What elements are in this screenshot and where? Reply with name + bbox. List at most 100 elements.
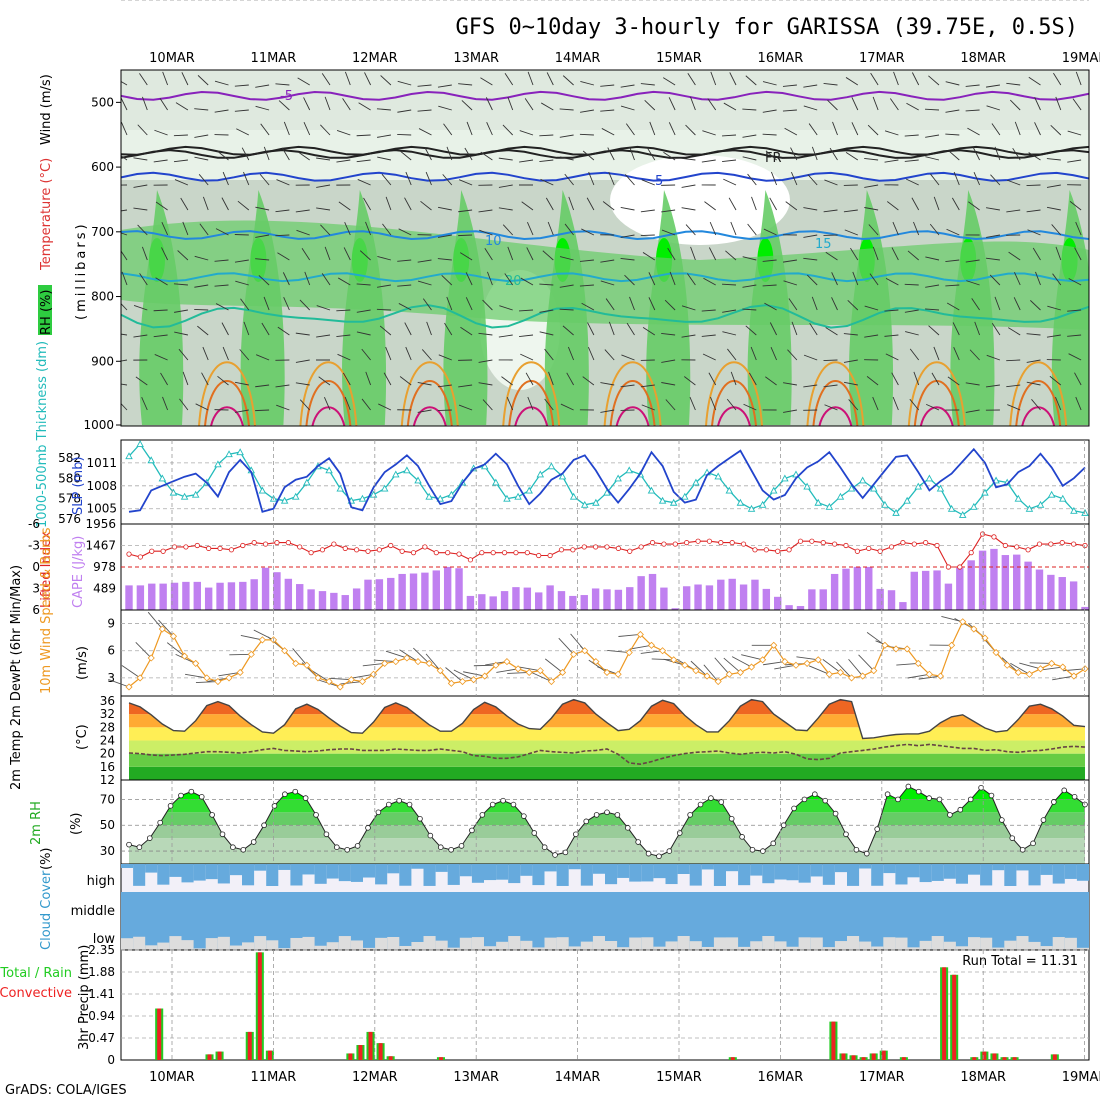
precip-convective-bar (247, 1031, 252, 1060)
precip-convective-bar (157, 1008, 162, 1060)
cloud-low-gap (1004, 940, 1017, 950)
cloud-low-gap (798, 937, 811, 950)
cloud-high-bar (266, 864, 279, 886)
cloud-high-bar (774, 864, 787, 880)
cloud-low-gap (955, 946, 968, 950)
wind-barb (904, 309, 919, 313)
li-point (501, 550, 508, 556)
cape-bar (944, 583, 953, 610)
date-label-top: 13MAR (453, 51, 499, 66)
cloud-high-bar (738, 864, 751, 886)
wind-barb (647, 147, 656, 161)
wind-barb (681, 184, 696, 188)
wind-barb (194, 308, 209, 311)
cloud-level-label: low (93, 932, 116, 947)
li-point (354, 547, 360, 553)
cloud-ylabel: Cloud Cover (39, 870, 54, 950)
thickness-point (614, 474, 622, 482)
date-label-bottom: 12MAR (352, 1070, 398, 1085)
rh-point (385, 801, 392, 808)
thickness-point (936, 484, 945, 492)
wind-barb (649, 121, 656, 136)
li-point (137, 554, 143, 560)
wind-barb (121, 402, 128, 411)
cape-bar (1001, 555, 1010, 610)
wind-barb (994, 146, 1001, 161)
wind-barb (539, 134, 554, 137)
wind-barb (397, 80, 412, 86)
wind-barb (765, 376, 777, 386)
panel-cape: 489 978 1467 1956 -6 -3 0 3 6 Lifted Index CAPE … (28, 517, 1090, 617)
cape-bar (170, 582, 179, 610)
cloud-low-gap (592, 936, 605, 950)
thickness-point (425, 492, 433, 500)
wind-barb (1006, 209, 1021, 213)
y-tick-label: 500 (91, 95, 114, 109)
wind-barb (417, 409, 432, 413)
li-point (365, 548, 371, 554)
wind-barb (1008, 327, 1021, 336)
wind-barb (342, 98, 351, 111)
cape-bar (318, 591, 327, 610)
li-point (820, 540, 826, 546)
wind-barb (703, 277, 716, 286)
cape-bar (478, 594, 486, 610)
li-point (570, 547, 576, 553)
wind-barb (222, 171, 229, 186)
rh-point (313, 812, 319, 818)
wind-barb (803, 257, 818, 261)
thickness-point (225, 450, 233, 458)
wind-barb (1028, 152, 1041, 161)
wind-barb (726, 398, 737, 411)
wind-barb (832, 121, 838, 136)
wind-barb (336, 309, 351, 312)
wind-barb (748, 372, 757, 386)
wind-barb (985, 384, 1000, 388)
cape-bar (352, 588, 361, 610)
wind-barb (507, 246, 514, 261)
cloud-low-gap (484, 946, 497, 950)
wind-barb (344, 396, 351, 411)
wind-barb (945, 133, 960, 136)
cloud-high-bar (847, 864, 860, 886)
li-point (524, 550, 530, 556)
wind-barb (296, 229, 310, 236)
wind-speed-point (570, 650, 578, 658)
thickness-point (336, 484, 344, 492)
wind-barb (420, 200, 432, 211)
cloud-low-gap (907, 947, 920, 950)
wind-barb (822, 659, 841, 673)
wind-barb (1075, 221, 1082, 236)
wind-barb (742, 108, 757, 111)
cloud-low-gap (338, 936, 351, 950)
cape-bar (364, 579, 372, 610)
wind-barb (947, 376, 960, 386)
y-tick-label: 580 (58, 471, 81, 485)
rh-point (1061, 787, 1068, 794)
rh-point (219, 831, 226, 838)
cloud-high-bar (1004, 864, 1017, 886)
wind-barb (185, 673, 207, 679)
y-tick-label: 12 (100, 773, 115, 787)
wind-barb (884, 334, 899, 337)
cloud-high-bar (496, 864, 509, 880)
wind-barb (364, 72, 372, 86)
cloud-high-bar (399, 864, 412, 886)
wind-barb (320, 224, 331, 236)
rh-point (708, 795, 714, 801)
wind-barb (376, 308, 391, 311)
wind-barb (951, 197, 960, 211)
wind-speed-point (770, 641, 778, 649)
cloud-high-bar (665, 864, 678, 885)
li-point (274, 540, 280, 546)
cape-bar (159, 583, 167, 610)
cape-bar (637, 576, 645, 610)
wind-barb (275, 384, 290, 388)
cloud-low-gap (471, 937, 484, 950)
cloud-low-gap (1028, 941, 1041, 950)
thickness-point (536, 470, 545, 478)
rh-point (1040, 817, 1047, 823)
wind-barb (417, 280, 432, 286)
wind-barb (282, 272, 290, 286)
